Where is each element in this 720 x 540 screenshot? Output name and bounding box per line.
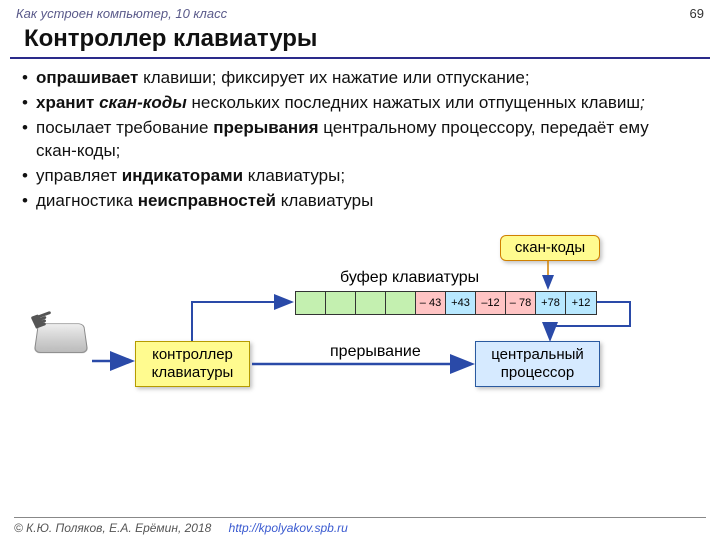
interrupt-label: прерывание	[330, 343, 421, 361]
buffer-cell	[386, 292, 416, 314]
controller-box: контроллерклавиатуры	[135, 341, 250, 387]
diagram: ☛ скан-коды буфер клавиатуры – 43+43–12–…	[0, 231, 720, 421]
copyright: © К.Ю. Поляков, Е.А. Ерёмин, 2018	[14, 521, 211, 535]
cpu-box: центральныйпроцессор	[475, 341, 600, 387]
buffer-cell: – 78	[506, 292, 536, 314]
buffer-cell: –12	[476, 292, 506, 314]
keyboard-buffer: – 43+43–12– 78+78+12	[295, 291, 597, 315]
bullet-item: управляет индикаторами клавиатуры;	[36, 165, 692, 188]
buffer-cell	[296, 292, 326, 314]
buffer-label: буфер клавиатуры	[340, 269, 479, 287]
bullet-item: диагностика неисправностей клавиатуры	[36, 190, 692, 213]
scan-codes-label-box: скан-коды	[500, 235, 600, 261]
bullet-item: опрашивает клавиши; фиксирует их нажатие…	[36, 67, 692, 90]
controller-box-text: контроллерклавиатуры	[152, 346, 234, 381]
buffer-cell	[326, 292, 356, 314]
arrow-layer	[0, 231, 720, 421]
buffer-cell: +12	[566, 292, 596, 314]
buffer-cell: – 43	[416, 292, 446, 314]
cpu-box-text: центральныйпроцессор	[491, 346, 584, 381]
header-bar: Как устроен компьютер, 10 класс 69	[0, 0, 720, 23]
bullet-item: хранит скан-коды нескольких последних на…	[36, 92, 692, 115]
key-press-icon: ☛	[36, 319, 86, 355]
bullet-list: опрашивает клавиши; фиксирует их нажатие…	[0, 59, 720, 213]
course-label: Как устроен компьютер, 10 класс	[16, 6, 227, 21]
footer-link[interactable]: http://kpolyakov.spb.ru	[229, 521, 348, 535]
page-number: 69	[690, 6, 704, 21]
buffer-cell	[356, 292, 386, 314]
bullet-item: посылает требование прерывания центральн…	[36, 117, 692, 163]
page-title: Контроллер клавиатуры	[0, 23, 720, 57]
footer: © К.Ю. Поляков, Е.А. Ерёмин, 2018 http:/…	[0, 512, 720, 540]
scan-codes-text: скан-коды	[515, 239, 585, 256]
buffer-cell: +78	[536, 292, 566, 314]
buffer-cell: +43	[446, 292, 476, 314]
